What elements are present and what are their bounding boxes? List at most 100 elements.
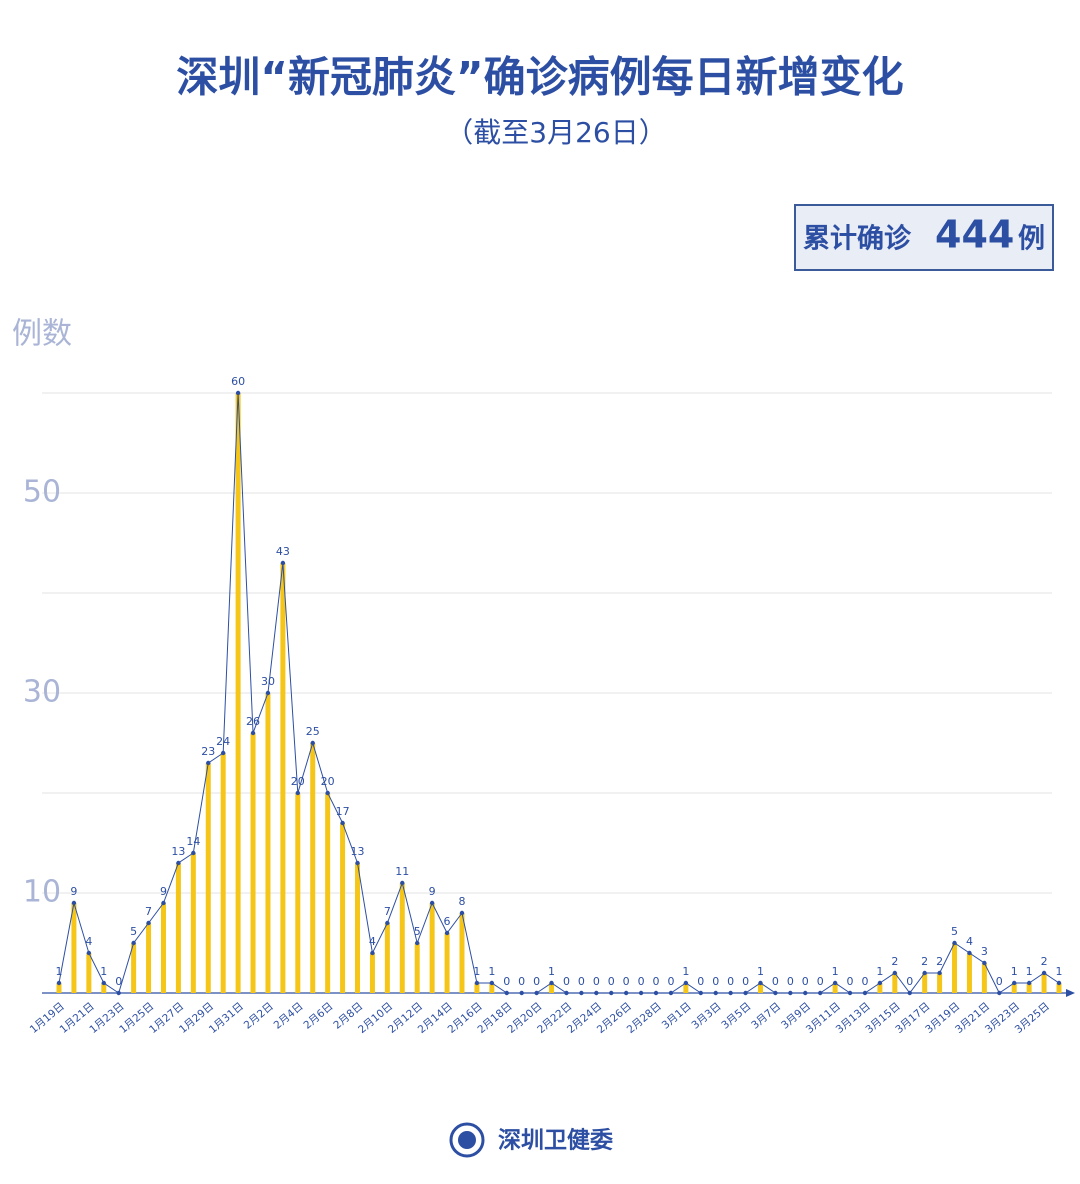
bar	[832, 983, 838, 993]
value-label: 0	[906, 975, 913, 988]
y-axis-label: 例数	[12, 317, 72, 352]
value-label: 0	[727, 975, 734, 988]
value-label: 0	[802, 975, 809, 988]
point	[713, 990, 718, 996]
value-label: 6	[444, 915, 451, 928]
y-tick-label: 30	[23, 675, 61, 710]
value-label: 5	[414, 925, 421, 938]
point	[773, 990, 778, 996]
value-label: 0	[787, 975, 794, 988]
bar	[71, 903, 77, 993]
point	[862, 990, 868, 996]
value-label: 2	[891, 955, 898, 968]
point	[623, 990, 629, 996]
point	[86, 950, 92, 956]
value-label: 1	[682, 965, 689, 978]
point	[265, 690, 271, 696]
bar	[399, 883, 405, 993]
value-label: 26	[246, 715, 260, 728]
value-label: 1	[548, 965, 555, 978]
value-label: 8	[458, 895, 465, 908]
point	[952, 940, 957, 946]
point	[594, 990, 599, 996]
point	[1041, 970, 1047, 976]
point	[758, 980, 763, 986]
bar	[683, 983, 689, 993]
point	[579, 990, 584, 996]
point	[534, 990, 539, 996]
total-prefix: 累计确诊	[803, 223, 912, 255]
bar	[205, 763, 211, 993]
value-label: 20	[291, 775, 305, 788]
point	[474, 980, 480, 986]
value-label: 1	[876, 965, 883, 978]
point	[1012, 980, 1017, 986]
point	[549, 980, 554, 986]
point	[444, 930, 450, 936]
bar	[265, 693, 271, 993]
value-label: 0	[623, 975, 630, 988]
x-tick-label: 3月1日	[660, 1000, 694, 1031]
trend-line	[58, 392, 1060, 994]
point	[325, 790, 330, 796]
value-label: 5	[130, 925, 137, 938]
bar	[489, 983, 495, 993]
bar	[250, 733, 256, 993]
bar	[190, 853, 196, 993]
point	[56, 980, 62, 986]
value-label: 4	[85, 935, 92, 948]
y-tick-label: 50	[23, 475, 61, 510]
point	[146, 920, 151, 926]
value-label: 9	[70, 885, 77, 898]
bar	[966, 953, 972, 993]
bar	[429, 903, 435, 993]
logo-inner	[458, 1131, 476, 1149]
value-label: 4	[369, 935, 376, 948]
point	[937, 970, 942, 976]
value-label: 25	[306, 725, 320, 738]
bar	[86, 953, 92, 993]
value-label: 2	[1041, 955, 1048, 968]
point	[892, 970, 898, 976]
point	[832, 980, 838, 986]
bar	[280, 563, 286, 993]
chart-title: 深圳“新冠肺炎”确诊病例每日新增变化	[176, 53, 903, 102]
y-tick-label: 10	[23, 875, 61, 910]
bar	[549, 983, 555, 993]
point	[250, 730, 256, 736]
point	[743, 990, 748, 996]
value-label: 14	[186, 835, 200, 848]
x-axis-arrow	[1066, 989, 1075, 997]
value-label: 0	[533, 975, 540, 988]
value-label: 0	[638, 975, 645, 988]
bar	[310, 743, 316, 993]
point	[235, 390, 241, 396]
point	[638, 990, 644, 996]
value-label: 1	[488, 965, 495, 978]
value-label: 0	[742, 975, 749, 988]
value-label: 9	[429, 885, 436, 898]
point	[280, 560, 286, 566]
value-label: 0	[667, 975, 674, 988]
bar	[384, 923, 390, 993]
point	[71, 900, 77, 906]
point	[1056, 980, 1062, 986]
value-label: 0	[772, 975, 779, 988]
value-label: 3	[981, 945, 988, 958]
value-label: 0	[996, 975, 1003, 988]
value-label: 0	[593, 975, 600, 988]
point	[340, 820, 345, 826]
point	[653, 990, 659, 996]
bar	[981, 963, 987, 993]
value-label: 7	[145, 905, 152, 918]
point	[489, 980, 495, 986]
value-label: 0	[653, 975, 660, 988]
value-label: 60	[231, 375, 245, 388]
bar	[131, 943, 137, 993]
x-tick-label: 2月6日	[301, 1000, 335, 1031]
point	[206, 760, 211, 766]
value-label: 0	[712, 975, 719, 988]
bar	[1056, 983, 1062, 993]
value-label: 11	[395, 865, 409, 878]
